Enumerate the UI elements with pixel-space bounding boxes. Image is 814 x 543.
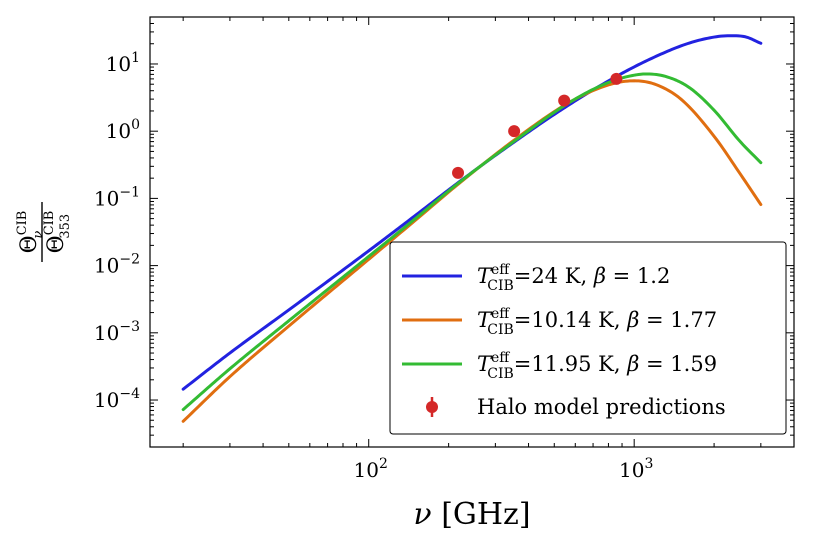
x-tick-label-1: 103	[619, 456, 653, 482]
y-num-sup: CIB	[15, 211, 30, 236]
halo-point-1	[508, 125, 521, 138]
legend-entry-blue: Teff CIB=24 K, β = 1.2	[402, 262, 670, 294]
legend-box	[389, 241, 787, 435]
y-tick-label-2-exp: −2	[119, 252, 140, 268]
halo-point-2	[558, 94, 571, 107]
halo-point-3	[610, 72, 623, 85]
y-tick-label-2-base: 10	[94, 254, 119, 278]
x-tick-label-1-exp: 3	[644, 456, 653, 472]
ticks-layer	[150, 16, 795, 448]
halo-point-0	[452, 166, 465, 179]
y-tick-label-1-base: 10	[94, 321, 119, 345]
points-layer	[452, 72, 623, 179]
y-axis-denominator: ΘCIB353	[42, 211, 73, 254]
y-tick-label-4: 100	[106, 117, 140, 143]
y-tick-label-2: 10−2	[94, 252, 140, 278]
y-tick-label-1: 10−3	[94, 319, 140, 345]
y-tick-label-3: 10−1	[94, 184, 140, 210]
y-tick-label-5: 101	[106, 50, 140, 76]
y-tick-label-0: 10−4	[94, 386, 140, 412]
legend: Teff CIB=24 K, β = 1.2 Teff CIB=10.14 K, β…	[389, 241, 787, 435]
y-num-theta: Θ	[17, 235, 42, 253]
legend-entry-points: Halo model predictions	[426, 395, 726, 419]
legend-label-blue: Teff CIB=24 K, β = 1.2	[477, 262, 670, 294]
legend-entry-green: Teff CIB=11.95 K, β = 1.59	[402, 350, 717, 382]
legend-entry-orange: Teff CIB=10.14 K, β = 1.77	[402, 306, 717, 338]
y-tick-label-0-exp: −4	[119, 386, 140, 402]
x-axis-label: ν [GHz]	[413, 497, 530, 532]
legend-marker	[426, 401, 438, 413]
x-tick-label-1-base: 10	[619, 458, 644, 482]
y-tick-label-3-exp: −1	[119, 184, 140, 200]
legend-label-green: Teff CIB=11.95 K, β = 1.59	[477, 350, 717, 382]
y-den-sup: CIB	[42, 211, 57, 236]
x-tick-label-0-base: 10	[354, 458, 379, 482]
y-tick-label-5-base: 10	[106, 52, 131, 76]
series-layer	[181, 34, 763, 423]
y-num-sub: ν	[31, 231, 46, 239]
y-den-sub: 353	[58, 214, 73, 239]
x-tick-label-0-exp: 2	[379, 456, 388, 472]
x-axis-symbol: ν	[413, 497, 431, 532]
y-tick-label-4-base: 10	[106, 119, 131, 143]
x-tick-label-0: 102	[354, 456, 388, 482]
y-axis-numerator: ΘCIBν	[15, 211, 46, 254]
legend-label-orange: Teff CIB=10.14 K, β = 1.77	[477, 306, 717, 338]
y-tick-label-3-base: 10	[94, 186, 119, 210]
y-tick-label-5-exp: 1	[131, 50, 140, 66]
x-axis-unit: [GHz]	[432, 497, 531, 532]
plot-frame	[149, 16, 795, 448]
y-tick-label-0-base: 10	[94, 388, 119, 412]
y-tick-label-4-exp: 0	[131, 117, 140, 133]
y-tick-label-1-exp: −3	[119, 319, 140, 335]
series-line-2	[181, 72, 763, 412]
y-den-theta: Θ	[44, 235, 69, 253]
legend-label-points: Halo model predictions	[477, 395, 726, 419]
y-axis-label: ΘCIBν ΘCIB353	[15, 202, 73, 262]
